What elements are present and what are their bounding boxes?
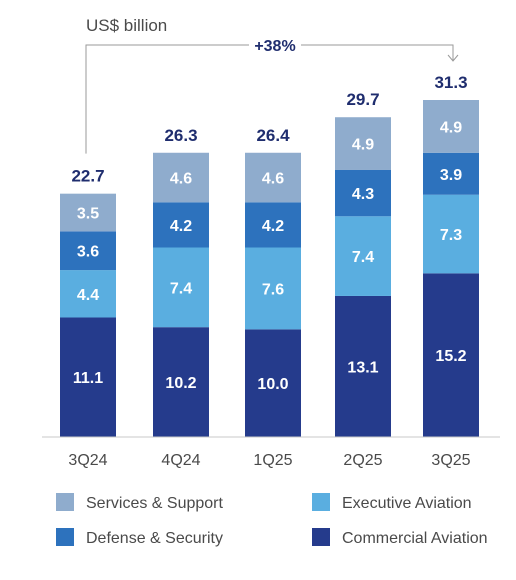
bar-segment	[245, 152, 301, 203]
growth-arrow-head	[447, 54, 459, 62]
legend-swatch	[312, 528, 330, 546]
segment-value-label: 4.3	[352, 186, 374, 203]
segment-value-label: 4.6	[170, 171, 192, 188]
growth-label-background	[249, 35, 301, 55]
bar-segment	[423, 152, 479, 195]
bar-segment	[335, 295, 391, 437]
segment-value-label: 3.9	[440, 167, 462, 184]
legend-item: Defense & Security	[56, 528, 223, 547]
segment-value-label: 10.2	[165, 375, 196, 392]
legend-item: Services & Support	[56, 493, 224, 512]
segment-value-label: 15.2	[435, 348, 466, 365]
segment-value-label: 3.6	[77, 244, 99, 261]
segment-value-label: 13.1	[347, 359, 378, 376]
legend-item: Commercial Aviation	[312, 528, 488, 547]
bar-segment	[335, 216, 391, 296]
bar-segment	[60, 317, 116, 437]
segment-value-label: 4.2	[262, 218, 284, 235]
growth-label: +38%	[254, 38, 295, 55]
legend-label: Defense & Security	[86, 530, 223, 547]
bar-total-label: 26.4	[256, 126, 290, 145]
bar-total-label: 29.7	[346, 90, 379, 109]
bar-stack-4q24: 10.2 7.4 4.2 4.6 26.3	[153, 126, 209, 437]
bar-segment	[423, 100, 479, 153]
bar-segment	[245, 202, 301, 248]
x-tick-label: 3Q25	[431, 452, 470, 469]
unit-label: US$ billion	[86, 16, 167, 35]
x-tick-label: 2Q25	[343, 452, 382, 469]
legend-label: Services & Support	[86, 495, 224, 512]
bar-segment	[335, 117, 391, 170]
bar-segment	[423, 194, 479, 274]
bar-segment	[335, 169, 391, 217]
segment-value-label: 7.6	[262, 281, 284, 298]
legend-label: Commercial Aviation	[342, 530, 488, 547]
bar-stack-1q25: 10.0 7.6 4.2 4.6 26.4	[245, 126, 301, 437]
segment-value-label: 10.0	[257, 376, 288, 393]
segment-value-label: 4.2	[170, 218, 192, 235]
bar-stack-3q24: 11.1 4.4 3.6 3.5 22.7	[60, 167, 116, 437]
bar-segment	[153, 247, 209, 328]
bar-total-label: 31.3	[434, 73, 467, 92]
bar-segment	[153, 327, 209, 437]
segment-value-label: 11.1	[73, 370, 103, 387]
bar-stack-2q25: 13.1 7.4 4.3 4.9 29.7	[335, 90, 391, 437]
legend: Services & Support Executive Aviation Defe…	[56, 493, 488, 547]
bar-total-label: 22.7	[71, 167, 104, 186]
bar-total-label: 26.3	[164, 126, 197, 145]
segment-value-label: 4.9	[352, 137, 374, 154]
segment-value-label: 4.6	[262, 171, 284, 188]
segment-value-label: 4.9	[440, 119, 462, 136]
x-tick-label: 1Q25	[253, 452, 292, 469]
bar-segment	[423, 273, 479, 437]
bars-group: 11.1 4.4 3.6 3.5 22.7 10.2 7.4 4.2 4.6 26.3 10.0 7.…	[60, 73, 479, 437]
legend-item: Executive Aviation	[312, 493, 472, 512]
legend-swatch	[56, 528, 74, 546]
bar-segment	[60, 193, 116, 232]
x-tick-label: 4Q24	[161, 452, 200, 469]
legend-label: Executive Aviation	[342, 495, 472, 512]
bar-segment	[245, 247, 301, 330]
legend-swatch	[312, 493, 330, 511]
bar-stack-3q25: 15.2 7.3 3.9 4.9 31.3	[423, 73, 479, 437]
bar-segment	[245, 329, 301, 437]
segment-value-label: 7.4	[170, 280, 192, 297]
bar-segment	[60, 270, 116, 318]
x-axis-ticks: 3Q24 4Q24 1Q25 2Q25 3Q25	[68, 452, 470, 469]
bar-segment	[153, 152, 209, 203]
segment-value-label: 3.5	[77, 206, 99, 223]
segment-value-label: 7.4	[352, 249, 374, 266]
growth-annotation: +38%	[85, 35, 459, 154]
segment-value-label: 4.4	[77, 287, 99, 304]
segment-value-label: 7.3	[440, 227, 462, 244]
x-tick-label: 3Q24	[68, 452, 107, 469]
bar-segment	[60, 231, 116, 271]
legend-swatch	[56, 493, 74, 511]
bar-segment	[153, 202, 209, 248]
